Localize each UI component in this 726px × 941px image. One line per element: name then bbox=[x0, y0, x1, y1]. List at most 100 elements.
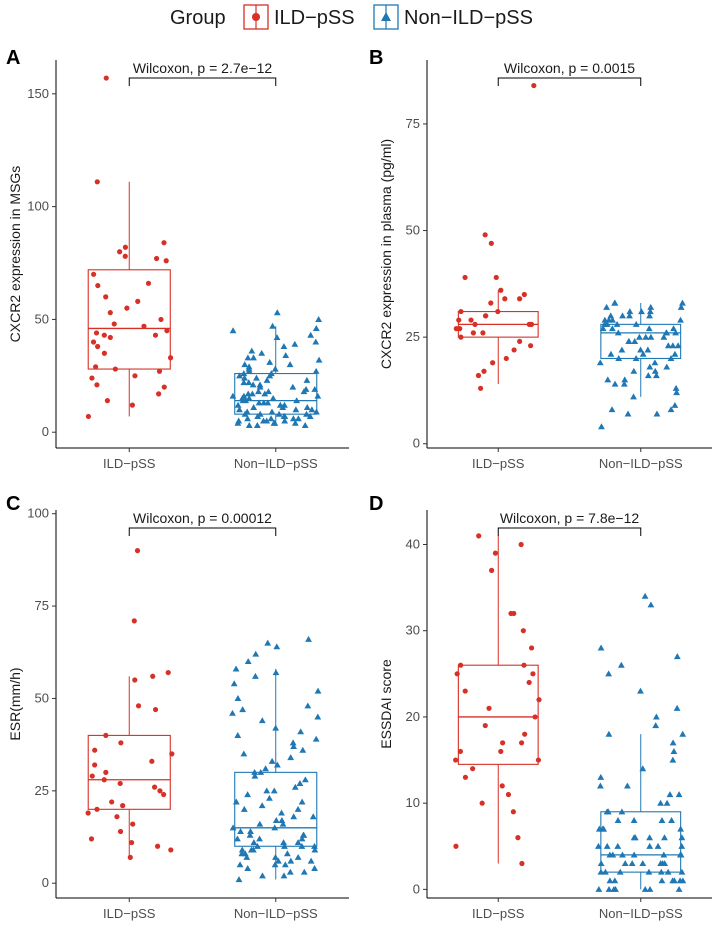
x-tick-label: Non−ILD−pSS bbox=[599, 906, 683, 921]
data-point bbox=[131, 618, 137, 624]
data-point bbox=[90, 339, 97, 345]
legend-key-nonild bbox=[373, 4, 399, 30]
data-point bbox=[676, 877, 684, 884]
data-point bbox=[290, 743, 298, 750]
test-label: Wilcoxon, p = 0.00012 bbox=[133, 510, 272, 526]
data-point bbox=[109, 799, 115, 805]
data-point bbox=[646, 834, 654, 841]
data-point bbox=[637, 687, 644, 694]
data-point bbox=[597, 782, 604, 789]
data-point bbox=[611, 299, 619, 306]
data-point bbox=[481, 368, 487, 374]
data-point bbox=[253, 374, 260, 381]
data-point bbox=[118, 740, 124, 746]
data-point bbox=[85, 810, 91, 816]
data-point bbox=[597, 644, 605, 651]
data-point bbox=[654, 842, 662, 849]
data-point bbox=[604, 808, 612, 815]
data-point bbox=[603, 303, 611, 310]
data-point bbox=[616, 868, 624, 875]
data-point bbox=[298, 798, 306, 805]
data-point bbox=[600, 825, 608, 832]
data-point bbox=[679, 299, 686, 306]
data-point bbox=[256, 835, 263, 842]
data-point bbox=[503, 355, 509, 362]
data-point bbox=[498, 748, 504, 755]
data-point bbox=[639, 860, 647, 867]
data-point bbox=[658, 877, 666, 884]
data-point bbox=[669, 739, 677, 746]
data-point bbox=[134, 548, 141, 554]
data-point bbox=[608, 406, 616, 413]
data-point bbox=[169, 751, 175, 757]
data-point bbox=[657, 799, 664, 806]
data-point bbox=[511, 347, 517, 353]
data-point bbox=[294, 415, 302, 422]
data-point bbox=[646, 312, 653, 319]
x-tick-label: Non−ILD−pSS bbox=[599, 456, 683, 471]
data-point bbox=[95, 282, 101, 289]
y-tick-label: 0 bbox=[42, 875, 49, 890]
data-point bbox=[254, 842, 261, 849]
data-point bbox=[614, 817, 622, 823]
data-point bbox=[250, 403, 258, 410]
panel-d: D 0 10 20 30 40 ESSDAI score ILD−pSS Non−ILD−pSS… bbox=[369, 493, 712, 921]
data-point bbox=[657, 860, 665, 867]
test-label: Wilcoxon, p = 7.8e−12 bbox=[500, 510, 640, 526]
data-point bbox=[94, 806, 100, 812]
y-tick-label: 150 bbox=[27, 86, 49, 101]
data-point bbox=[479, 800, 485, 806]
data-point bbox=[289, 383, 297, 390]
data-point bbox=[673, 704, 681, 711]
data-point bbox=[239, 706, 247, 713]
data-point bbox=[305, 635, 312, 642]
data-point bbox=[236, 372, 243, 379]
data-point bbox=[264, 639, 272, 646]
y-tick-label: 75 bbox=[406, 116, 420, 131]
data-point bbox=[595, 885, 603, 892]
data-point bbox=[510, 809, 516, 815]
data-point bbox=[625, 338, 633, 344]
data-point bbox=[152, 332, 159, 338]
y-axis-title: ESSDAI score bbox=[378, 659, 394, 749]
data-point bbox=[458, 308, 464, 315]
data-point bbox=[646, 842, 654, 849]
data-point bbox=[282, 352, 290, 359]
data-point bbox=[535, 757, 542, 763]
box-iqr bbox=[234, 373, 318, 415]
data-point bbox=[462, 774, 469, 780]
data-point bbox=[279, 820, 287, 827]
data-point bbox=[270, 787, 278, 794]
data-point bbox=[607, 350, 615, 357]
data-point bbox=[492, 550, 499, 556]
data-point bbox=[234, 732, 242, 738]
data-point bbox=[236, 861, 244, 868]
data-point bbox=[132, 373, 138, 379]
data-point bbox=[251, 672, 259, 679]
data-point bbox=[273, 643, 281, 650]
data-point bbox=[280, 839, 288, 846]
data-point bbox=[642, 333, 650, 340]
data-point bbox=[482, 722, 488, 729]
data-point bbox=[521, 662, 527, 668]
data-point bbox=[161, 384, 167, 390]
data-point bbox=[272, 817, 280, 823]
data-point bbox=[453, 757, 459, 763]
x-tick-label: Non−ILD−pSS bbox=[234, 456, 318, 471]
data-point bbox=[528, 321, 535, 327]
data-point bbox=[596, 359, 604, 366]
data-point bbox=[653, 410, 661, 417]
data-point bbox=[280, 343, 288, 350]
data-point bbox=[152, 706, 159, 713]
data-point bbox=[595, 825, 603, 832]
data-point bbox=[245, 367, 253, 374]
data-point bbox=[678, 868, 686, 875]
data-point bbox=[252, 650, 260, 657]
data-point bbox=[92, 762, 98, 768]
data-point bbox=[458, 662, 464, 668]
data-point bbox=[611, 877, 619, 884]
data-point bbox=[229, 327, 237, 334]
data-point bbox=[511, 610, 517, 617]
significance-bracket bbox=[497, 527, 642, 536]
data-point bbox=[127, 854, 133, 860]
